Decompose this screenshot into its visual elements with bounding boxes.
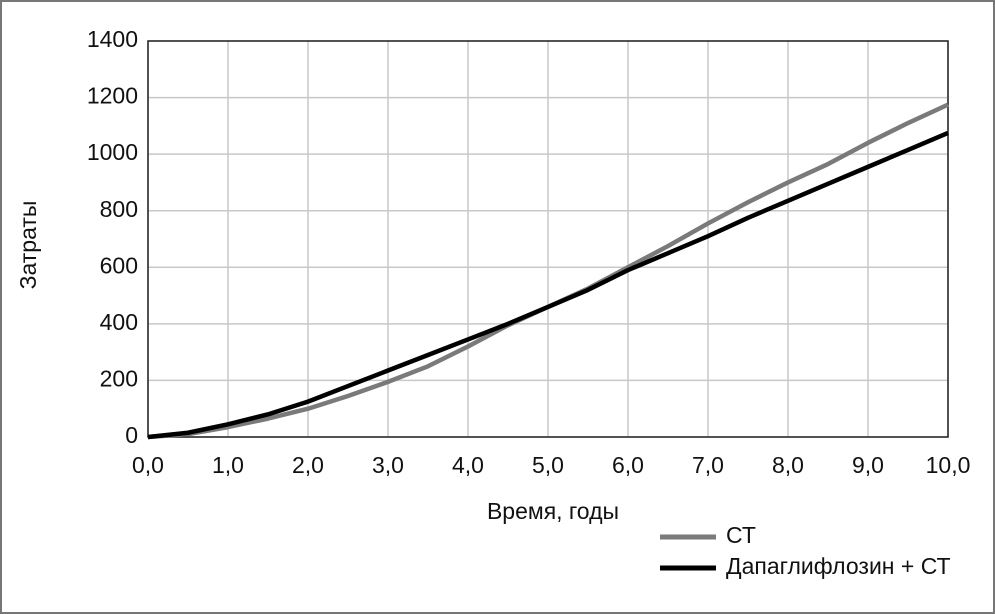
legend-label: СТ bbox=[726, 522, 756, 548]
x-tick-label: 4,0 bbox=[452, 452, 484, 478]
x-tick-label: 8,0 bbox=[772, 452, 804, 478]
x-tick-label: 9,0 bbox=[852, 452, 884, 478]
y-tick-label: 600 bbox=[100, 252, 138, 278]
y-tick-label: 800 bbox=[100, 196, 138, 222]
x-tick-label: 10,0 bbox=[926, 452, 971, 478]
y-tick-label: 200 bbox=[100, 366, 138, 392]
y-axis-label: Затраты bbox=[15, 201, 41, 290]
y-tick-label: 0 bbox=[125, 422, 138, 448]
x-tick-label: 0,0 bbox=[132, 452, 164, 478]
x-tick-label: 6,0 bbox=[612, 452, 644, 478]
y-tick-label: 400 bbox=[100, 309, 138, 335]
x-axis-label: Время, годы bbox=[487, 498, 619, 524]
x-tick-label: 2,0 bbox=[292, 452, 324, 478]
plot-border bbox=[147, 40, 949, 438]
y-tick-label: 1000 bbox=[87, 139, 138, 165]
legend-label: Дапаглифлозин + СТ bbox=[726, 553, 951, 579]
x-tick-label: 1,0 bbox=[212, 452, 244, 478]
y-tick-label: 1200 bbox=[87, 83, 138, 109]
x-tick-label: 7,0 bbox=[692, 452, 724, 478]
y-tick-label: 1400 bbox=[87, 26, 138, 52]
x-tick-label: 5,0 bbox=[532, 452, 564, 478]
x-tick-label: 3,0 bbox=[372, 452, 404, 478]
series-line bbox=[147, 130, 949, 440]
